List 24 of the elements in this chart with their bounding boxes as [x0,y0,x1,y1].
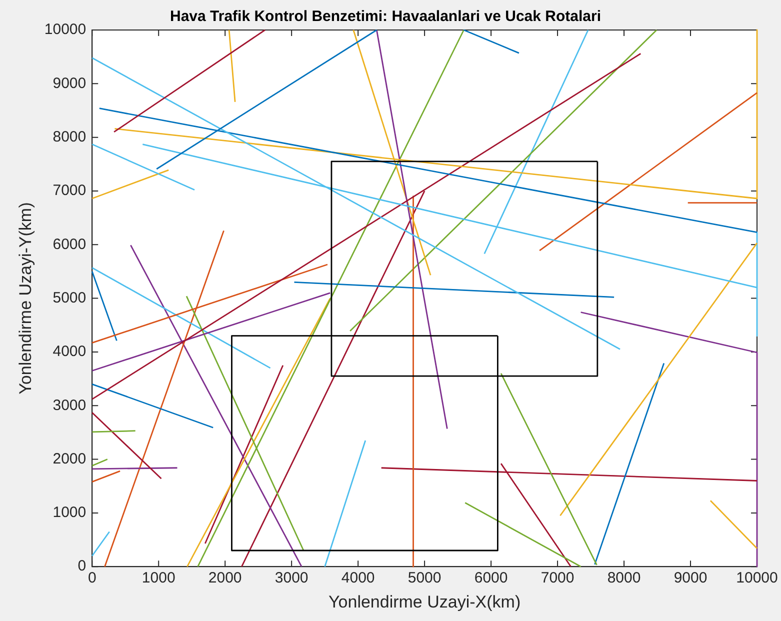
y-tick-label: 4000 [52,343,86,360]
x-tick-label: 5000 [408,570,442,587]
y-tick-label: 6000 [52,236,86,253]
x-tick-label: 1000 [142,570,176,587]
y-tick-label: 8000 [52,128,86,146]
x-tick-label: 4000 [341,570,375,587]
x-tick-label: 9000 [674,570,708,587]
y-tick-label: 7000 [52,182,86,200]
x-tick-label: 6000 [474,570,508,587]
x-tick-label: 10000 [736,570,778,587]
y-tick-label: 3000 [52,396,86,414]
y-tick-label: 10000 [44,21,86,38]
chart-title: Hava Trafik Kontrol Benzetimi: Havaalanlari ve Ucak Rotalari [170,8,601,26]
x-axis-title: Yonlendirme Uzayi-X(km) [328,592,521,612]
x-tick-label: 7000 [540,570,574,587]
x-tick-label: 3000 [274,570,308,587]
y-tick-label: 2000 [52,450,86,468]
y-tick-label: 5000 [52,289,86,306]
y-tick-label: 1000 [52,504,86,522]
y-axis-title: Yonlendirme Uzayi-Y(km) [16,202,35,394]
x-tick-label: 8000 [607,570,641,587]
y-tick-label: 9000 [52,74,86,92]
y-tick-label: 0 [78,558,86,575]
x-tick-label: 2000 [208,570,242,587]
